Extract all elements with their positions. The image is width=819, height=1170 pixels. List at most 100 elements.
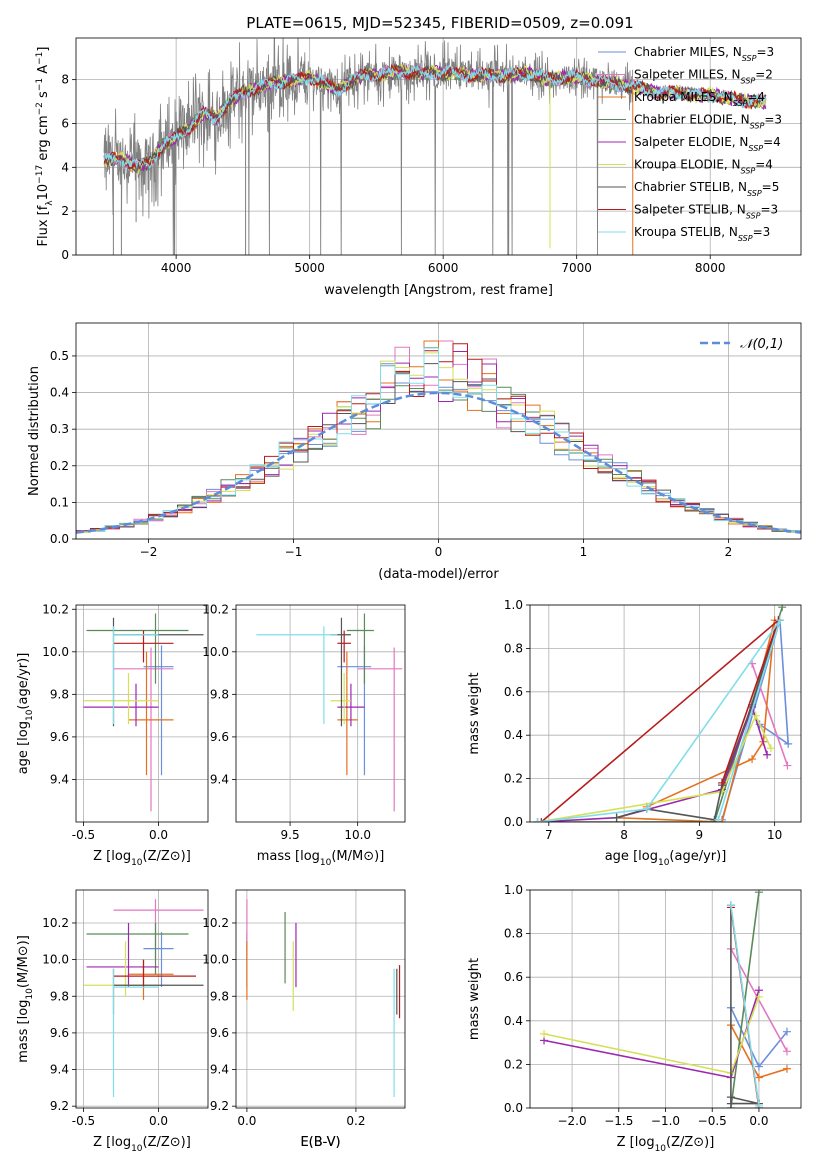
plot-area bbox=[246, 899, 401, 1098]
histogram-kroupa-stelib bbox=[76, 347, 801, 539]
model-spectrum-kroupa-stelib bbox=[103, 64, 767, 170]
errorbar-point bbox=[113, 959, 196, 988]
legend-entry: 𝒩(0,1) bbox=[740, 337, 783, 352]
x-tick-label: −0.5 bbox=[698, 1114, 727, 1128]
weight-line bbox=[730, 905, 760, 1105]
y-tick-label: 0.4 bbox=[50, 386, 69, 400]
y-tick-label: 10.2 bbox=[202, 916, 229, 930]
y-tick-label: 9.8 bbox=[210, 989, 229, 1003]
x-axis-label: (data-model)/error bbox=[378, 567, 499, 582]
errorbar-point bbox=[128, 959, 174, 1000]
x-tick-label: −1.5 bbox=[604, 1114, 633, 1128]
weight-marker bbox=[778, 605, 787, 612]
weight-marker bbox=[537, 818, 546, 822]
y-tick-label: 10.0 bbox=[202, 645, 229, 659]
x-axis-label-ebv: E(B-V) bbox=[300, 1135, 340, 1150]
y-tick-label: 2 bbox=[61, 204, 69, 218]
y-tick-label: 10.0 bbox=[202, 953, 229, 967]
weight-marker bbox=[533, 818, 542, 822]
y-tick-label: 9.6 bbox=[210, 730, 229, 744]
errorbar-point bbox=[86, 922, 159, 988]
plot-area bbox=[83, 613, 204, 812]
weight-marker bbox=[751, 711, 760, 720]
y-tick-label: 0.0 bbox=[504, 1101, 523, 1115]
weight-marker bbox=[714, 815, 723, 822]
y-tick-label: 1.0 bbox=[504, 883, 523, 897]
x-tick-label: 10.0 bbox=[344, 828, 371, 842]
legend-entry: Chabrier MILES, NSSP=3 bbox=[634, 45, 774, 63]
y-tick-label: 9.6 bbox=[50, 1026, 69, 1040]
x-tick-label: 1 bbox=[580, 545, 588, 559]
x-axis-label: E(B-V) bbox=[300, 1135, 340, 1150]
errorbar-point bbox=[357, 647, 403, 812]
errorbar-point bbox=[86, 613, 189, 684]
weight-marker bbox=[782, 1064, 791, 1073]
y-axis-label: age [log10(age/yr)] bbox=[16, 653, 35, 775]
weight-marker bbox=[775, 616, 784, 625]
weight-marker bbox=[748, 755, 757, 764]
spectrum-legend: Chabrier MILES, NSSP=3 Salpeter MILES, NS… bbox=[598, 45, 782, 243]
x-axis-label: wavelength [Angstrom, rest frame] bbox=[324, 283, 553, 298]
weight-marker bbox=[783, 761, 792, 770]
axes-age-vs-mass: 9.5 10.0 9.4 9.6 9.8 10.0 10.2 mass [log10(M/M⊙… bbox=[202, 602, 406, 868]
axes-spectrum: 4000 5000 6000 7000 8000 0 2 4 6 8 wavelength [Ang… bbox=[35, 37, 802, 298]
weight-marker bbox=[754, 1073, 763, 1082]
y-tick-label: 8 bbox=[61, 73, 69, 87]
axes-frame bbox=[529, 604, 802, 823]
errorbar-point bbox=[330, 617, 351, 727]
y-axis-label: mass [log10(M/M⊙)] bbox=[16, 935, 35, 1063]
weight-marker bbox=[754, 890, 763, 897]
x-tick-label: −2 bbox=[140, 545, 158, 559]
y-tick-label: 9.4 bbox=[210, 772, 229, 786]
errorbar-point bbox=[256, 626, 338, 725]
y-tick-label: 9.4 bbox=[210, 1063, 229, 1077]
y-tick-label: 9.2 bbox=[50, 1099, 69, 1113]
x-tick-label: -0.5 bbox=[72, 1114, 95, 1128]
x-tick-label: 0.0 bbox=[749, 1114, 768, 1128]
y-tick-label: 0.2 bbox=[504, 772, 523, 786]
errorbar-point bbox=[337, 651, 358, 776]
x-tick-label: 2 bbox=[725, 545, 733, 559]
weight-marker bbox=[726, 901, 735, 910]
legend-entry: Salpeter ELODIE, NSSP=4 bbox=[634, 135, 781, 153]
plot-area bbox=[103, 38, 767, 255]
y-tick-label: 10.0 bbox=[42, 953, 69, 967]
weight-marker bbox=[784, 739, 793, 748]
x-tick-label: 0.0 bbox=[237, 1114, 256, 1128]
axes-frame bbox=[235, 604, 406, 823]
normal-curve bbox=[76, 391, 801, 534]
errorbar-point bbox=[113, 647, 174, 812]
y-tick-label: 0.8 bbox=[504, 927, 523, 941]
y-tick-label: 0.4 bbox=[504, 1014, 523, 1028]
weight-marker bbox=[754, 1062, 763, 1071]
weight-marker bbox=[754, 1101, 763, 1108]
x-tick-label: 9.5 bbox=[281, 828, 300, 842]
x-axis-label: mass [log10(M/M⊙)] bbox=[257, 849, 385, 868]
weight-marker bbox=[763, 750, 772, 759]
x-axis-label: Z [log10(Z/Z⊙)] bbox=[93, 1135, 191, 1154]
errorbar-point bbox=[112, 626, 159, 725]
legend-entry: Chabrier ELODIE, NSSP=3 bbox=[634, 113, 782, 131]
y-tick-label: 9.8 bbox=[210, 687, 229, 701]
y-tick-label: 0 bbox=[61, 248, 69, 262]
axes-frame bbox=[75, 889, 209, 1109]
errorbar-point bbox=[83, 941, 159, 997]
axes-frame bbox=[75, 604, 209, 823]
weight-line bbox=[730, 905, 760, 1106]
axes-age-vs-metallicity: -0.5 0.0 9.4 9.6 9.8 10.0 10.2 Z [log10(Z/Z⊙)] a… bbox=[16, 602, 209, 868]
axes-mass-vs-ebv: 0.0 0.2 9.2 9.4 9.6 9.8 10.0 10.2 E(B-V) bbox=[202, 889, 406, 1150]
axes-mass-weight-vs-age: 7 8 9 10 0.0 0.2 0.4 0.6 0.8 1.0 age [log10(age/yr… bbox=[467, 598, 802, 868]
y-tick-label: 10.2 bbox=[42, 916, 69, 930]
x-axis-label: Z [log10(Z/Z⊙)] bbox=[617, 1135, 715, 1154]
legend-entry: Kroupa MILES, NSSP=4 bbox=[634, 90, 765, 108]
x-tick-label: 0.2 bbox=[346, 1114, 365, 1128]
weight-marker bbox=[754, 992, 763, 1001]
errorbar-point bbox=[143, 932, 174, 988]
errorbar-point bbox=[330, 673, 351, 725]
y-axis-label: Normed distribution bbox=[27, 366, 42, 496]
x-tick-label: −1 bbox=[285, 545, 303, 559]
x-tick-label: 5000 bbox=[294, 261, 325, 275]
x-axis-label: age [log10(age/yr)] bbox=[605, 849, 727, 868]
errorbar-point bbox=[113, 630, 174, 663]
